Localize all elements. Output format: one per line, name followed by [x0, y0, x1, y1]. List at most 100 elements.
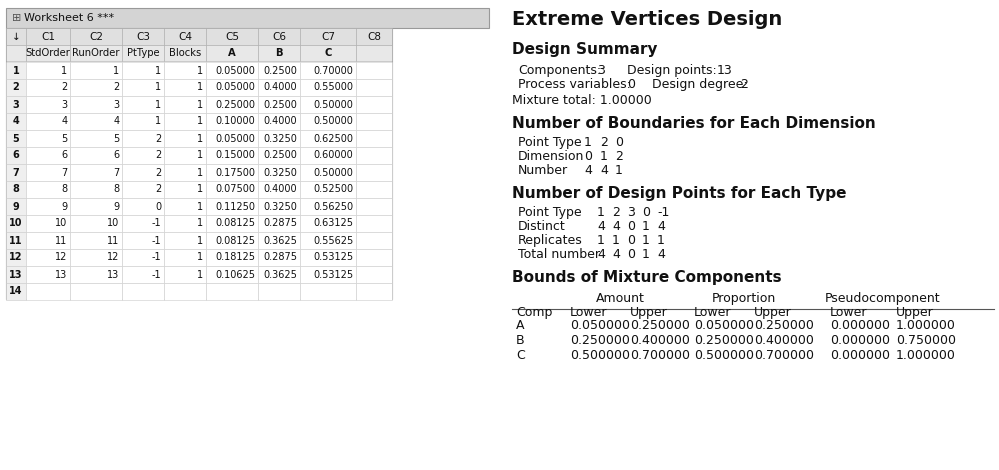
Text: 1: 1 — [13, 65, 19, 76]
Bar — [26, 198, 70, 215]
Bar — [26, 164, 70, 181]
Text: 1: 1 — [198, 185, 204, 195]
Bar — [300, 45, 356, 61]
Text: 5: 5 — [61, 133, 68, 143]
Bar — [6, 283, 26, 300]
Text: 0: 0 — [615, 136, 623, 149]
Text: 0.60000: 0.60000 — [314, 150, 354, 160]
Text: 13: 13 — [717, 64, 732, 77]
Text: C8: C8 — [367, 31, 381, 41]
Bar — [206, 79, 258, 96]
Text: 0.11250: 0.11250 — [216, 202, 256, 212]
Bar — [70, 198, 122, 215]
Bar — [300, 96, 356, 113]
Text: -1: -1 — [152, 235, 162, 245]
Text: 1: 1 — [61, 65, 68, 76]
Text: 0.400000: 0.400000 — [754, 334, 814, 347]
Bar — [300, 198, 356, 215]
Text: Dimension: Dimension — [518, 150, 584, 163]
Text: Total number: Total number — [518, 248, 600, 261]
Bar — [6, 266, 26, 283]
Bar — [6, 28, 392, 299]
Bar — [26, 266, 70, 283]
Text: C2: C2 — [89, 31, 103, 41]
Text: 0: 0 — [642, 206, 650, 219]
Text: 6: 6 — [13, 150, 19, 160]
Text: 1: 1 — [113, 65, 120, 76]
Bar — [6, 62, 26, 79]
Bar — [70, 62, 122, 79]
Text: 4: 4 — [597, 220, 604, 233]
Text: 0.55625: 0.55625 — [314, 235, 354, 245]
Text: 1: 1 — [156, 65, 162, 76]
Text: 1: 1 — [642, 220, 650, 233]
Text: 0.4000: 0.4000 — [264, 117, 298, 126]
Bar — [164, 62, 206, 79]
Text: C: C — [325, 48, 332, 58]
Text: 0.50000: 0.50000 — [314, 117, 354, 126]
Bar — [356, 198, 392, 215]
Bar — [356, 164, 392, 181]
Text: Replicates: Replicates — [518, 234, 582, 247]
Text: 0.4000: 0.4000 — [264, 83, 298, 93]
Text: RunOrder: RunOrder — [72, 48, 120, 58]
Text: 0: 0 — [627, 234, 635, 247]
Text: 2: 2 — [155, 150, 162, 160]
Bar — [70, 79, 122, 96]
Bar — [300, 283, 356, 300]
Text: 1: 1 — [657, 234, 665, 247]
Bar — [70, 45, 122, 61]
Text: Amount: Amount — [595, 292, 644, 305]
Text: 9: 9 — [61, 202, 68, 212]
Text: 2: 2 — [155, 167, 162, 178]
Text: C6: C6 — [272, 31, 286, 41]
Bar — [300, 181, 356, 198]
Bar — [70, 96, 122, 113]
Bar — [356, 96, 392, 113]
Bar — [206, 266, 258, 283]
Bar — [26, 147, 70, 164]
Text: 1.000000: 1.000000 — [896, 319, 956, 332]
Text: 0.3625: 0.3625 — [264, 269, 298, 280]
Bar — [70, 232, 122, 249]
Text: 0.000000: 0.000000 — [830, 349, 890, 362]
Text: 0.10625: 0.10625 — [216, 269, 256, 280]
Bar — [258, 130, 300, 147]
Bar — [26, 45, 70, 61]
Text: 0.10000: 0.10000 — [216, 117, 256, 126]
Bar — [164, 283, 206, 300]
Bar — [26, 79, 70, 96]
Bar — [300, 215, 356, 232]
Text: 4: 4 — [113, 117, 120, 126]
Text: 1: 1 — [597, 206, 604, 219]
Text: Blocks: Blocks — [169, 48, 201, 58]
Bar — [122, 266, 164, 283]
Text: -1: -1 — [657, 206, 669, 219]
Text: 1: 1 — [198, 117, 204, 126]
Bar — [6, 249, 26, 266]
Text: 0: 0 — [627, 78, 635, 91]
Bar — [122, 198, 164, 215]
Text: 0.750000: 0.750000 — [896, 334, 956, 347]
Text: 11: 11 — [107, 235, 120, 245]
Bar — [6, 79, 26, 96]
Text: C7: C7 — [321, 31, 335, 41]
Text: 2: 2 — [612, 206, 619, 219]
Bar — [26, 130, 70, 147]
Text: 1: 1 — [198, 100, 204, 110]
Text: 4: 4 — [657, 220, 665, 233]
Text: 1: 1 — [615, 164, 622, 177]
Text: ⊞: ⊞ — [12, 13, 21, 23]
Text: 0.07500: 0.07500 — [216, 185, 256, 195]
Bar — [206, 147, 258, 164]
Text: 5: 5 — [113, 133, 120, 143]
Text: 0.56250: 0.56250 — [314, 202, 354, 212]
Bar — [300, 113, 356, 130]
Text: 1: 1 — [198, 235, 204, 245]
Bar — [164, 147, 206, 164]
Bar — [122, 164, 164, 181]
Text: 7: 7 — [13, 167, 19, 178]
Bar — [122, 130, 164, 147]
Bar — [300, 130, 356, 147]
Text: Distinct: Distinct — [518, 220, 565, 233]
